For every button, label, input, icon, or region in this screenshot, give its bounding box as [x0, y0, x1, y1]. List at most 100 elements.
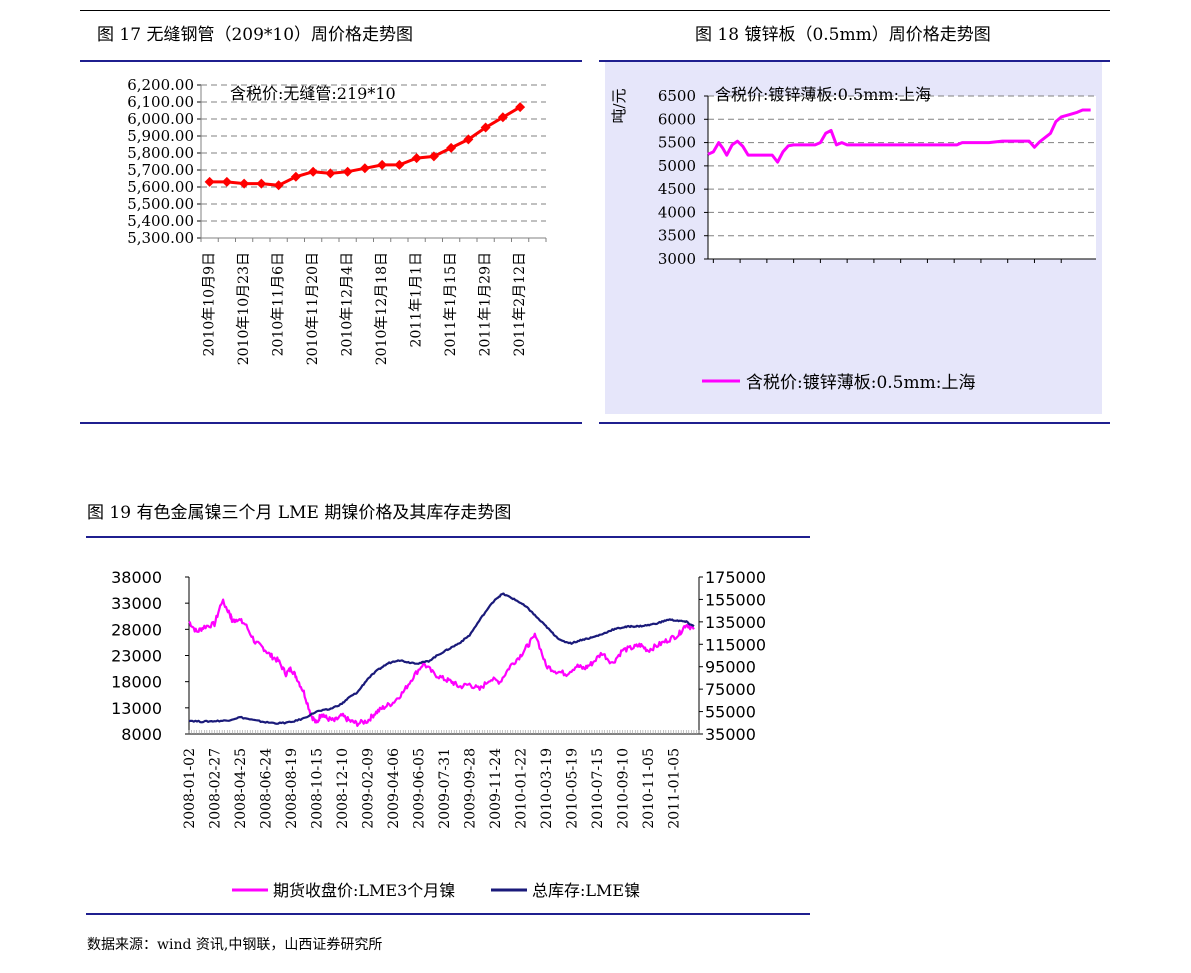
fig17-annotation: 含税价:无缝管:219*10: [230, 84, 396, 103]
fig19-x-tick-label: 2009-04-06: [386, 748, 402, 829]
fig17-point: [204, 176, 215, 187]
fig17-point: [221, 176, 232, 187]
fig19-x-tick-label: 2009-07-31: [437, 748, 453, 829]
fig17-point: [325, 168, 336, 179]
fig17-title: 图 17 无缝钢管（209*10）周价格走势图: [97, 25, 414, 45]
fig17-y-tick-label: 5,700.00: [127, 161, 194, 179]
fig19-series-line-1: [188, 598, 695, 727]
fig19-legend-label-1: 期货收盘价:LME3个月镍: [273, 881, 455, 900]
fig17-x-tick-label: 2011年1月29日: [478, 252, 494, 356]
fig17-point: [308, 166, 319, 177]
fig18-legend-label: 含税价:镀锌薄板:0.5mm:上海: [746, 373, 975, 393]
fig19-x-tick-label: 2009-11-24: [488, 748, 504, 829]
fig17-point: [239, 178, 250, 189]
fig17-y-tick-label: 5,300.00: [127, 229, 194, 247]
fig19-right-tick-label: 135000: [705, 613, 766, 632]
fig19-x-tick-label: 2011-01-05: [667, 748, 683, 829]
fig19-top-rule: [86, 536, 810, 538]
fig19-x-tick-label: 2008-10-15: [310, 748, 326, 829]
fig17-point: [480, 122, 491, 133]
fig17-point: [377, 159, 388, 170]
fig17-chart: 5,300.005,400.005,500.005,600.005,700.00…: [127, 76, 547, 365]
fig17-x-tick-label: 2010年10月23日: [236, 252, 252, 365]
fig19-x-tick-label: 2010-05-19: [565, 748, 581, 829]
fig17-x-tick-label: 2010年10月9日: [202, 252, 218, 356]
fig17-x-tick-label: 2011年2月12日: [512, 252, 528, 356]
fig18-y-axis-label: 吨/元: [610, 88, 628, 123]
fig18-series-line: [707, 108, 1091, 164]
fig18-title: 图 18 镀锌板（0.5mm）周价格走势图: [695, 25, 991, 45]
fig18-chart: 30003500400045005000550060006500吨/元2010年…: [605, 62, 1102, 414]
fig17-point: [342, 166, 353, 177]
fig19-right-tick-label: 175000: [705, 568, 766, 587]
fig17-point: [446, 142, 457, 153]
fig17-point: [256, 178, 267, 189]
fig17-point: [463, 134, 474, 145]
fig19-x-tick-label: 2009-09-28: [463, 748, 479, 829]
fig18-plot-area: [708, 96, 1096, 259]
fig18-bottom-rule: [599, 422, 1110, 424]
fig19-right-tick-label: 155000: [705, 590, 766, 609]
fig17-y-tick-label: 6,100.00: [127, 93, 194, 111]
fig19-x-tick-label: 2010-03-19: [539, 748, 555, 829]
fig19-chart: 8000 13000 18000 23000 28000 33000 38000 35000 5…: [111, 568, 766, 900]
fig17-x-tick-label: 2011年1月1日: [409, 252, 425, 347]
fig17-point: [497, 112, 508, 123]
fig18-annotation: 含税价:镀锌薄板:0.5mm:上海: [715, 85, 931, 104]
fig19-right-tick-label: 75000: [705, 680, 756, 699]
fig19-left-tick-label: 28000: [111, 620, 162, 639]
fig19-x-tick-label: 2010-01-22: [514, 748, 530, 829]
fig17-y-tick-label: 5,800.00: [127, 144, 194, 162]
fig17-point: [290, 171, 301, 182]
fig17-x-tick-label: 2010年12月4日: [340, 252, 356, 356]
fig19-left-tick-label: 18000: [111, 673, 162, 692]
fig17-top-rule: [80, 60, 582, 62]
fig17-point: [273, 180, 284, 191]
fig19-right-tick-label: 115000: [705, 635, 766, 654]
fig17-point: [428, 151, 439, 162]
fig18-y-tick-label: 5500: [658, 134, 696, 152]
fig18-top-rule: [599, 60, 1110, 62]
fig17-point: [359, 163, 370, 174]
fig19-x-tick-label: 2008-01-02: [182, 748, 198, 829]
fig19-x-tick-label: 2008-04-25: [233, 748, 249, 829]
fig19-x-tick-label: 2008-02-27: [208, 748, 224, 829]
fig19-x-tick-label: 2008-08-19: [284, 748, 300, 829]
fig19-right-tick-label: 95000: [705, 658, 756, 677]
fig17-point: [394, 159, 405, 170]
fig17-bottom-rule: [80, 422, 582, 424]
fig19-right-tick-label: 55000: [705, 703, 756, 722]
fig17-x-tick-label: 2010年11月20日: [305, 252, 321, 365]
fig18-y-tick-label: 6000: [658, 110, 696, 128]
fig17-point: [411, 153, 422, 164]
top-rule: [80, 10, 1110, 11]
fig18-y-tick-label: 5000: [658, 157, 696, 175]
fig19-series-line-2: [188, 592, 695, 725]
fig18-y-tick-label: 4000: [658, 203, 696, 221]
fig18-y-tick-label: 3000: [658, 250, 696, 268]
data-source: 数据来源：wind 资讯,中钢联，山西证券研究所: [87, 937, 383, 953]
fig18-y-tick-label: 3500: [658, 227, 696, 245]
fig19-right-tick-label: 35000: [705, 725, 756, 744]
fig17-point: [515, 102, 526, 113]
fig18-legend-background: [605, 352, 1102, 414]
fig17-y-tick-label: 6,200.00: [127, 76, 194, 94]
fig19-left-tick-label: 33000: [111, 594, 162, 613]
fig19-left-tick-label: 8000: [121, 725, 162, 744]
fig19-x-tick-label: 2010-07-15: [590, 748, 606, 829]
fig17-y-tick-label: 6,000.00: [127, 110, 194, 128]
fig18-y-tick-label: 4500: [658, 180, 696, 198]
fig18-y-tick-label: 6500: [658, 87, 696, 105]
fig19-left-tick-label: 38000: [111, 568, 162, 587]
fig17-y-tick-label: 5,400.00: [127, 212, 194, 230]
fig19-x-tick-label: 2008-06-24: [259, 748, 275, 829]
fig17-x-tick-label: 2010年11月6日: [271, 252, 287, 356]
fig17-x-tick-label: 2010年12月18日: [374, 252, 390, 365]
fig19-x-tick-label: 2009-06-05: [412, 748, 428, 829]
fig19-legend-label-2: 总库存:LME镍: [532, 881, 640, 900]
fig19-title: 图 19 有色金属镍三个月 LME 期镍价格及其库存走势图: [87, 503, 512, 523]
fig17-y-tick-label: 5,900.00: [127, 127, 194, 145]
fig17-y-tick-label: 5,500.00: [127, 195, 194, 213]
fig19-x-tick-label: 2008-12-10: [335, 748, 351, 829]
fig19-left-tick-label: 23000: [111, 647, 162, 666]
